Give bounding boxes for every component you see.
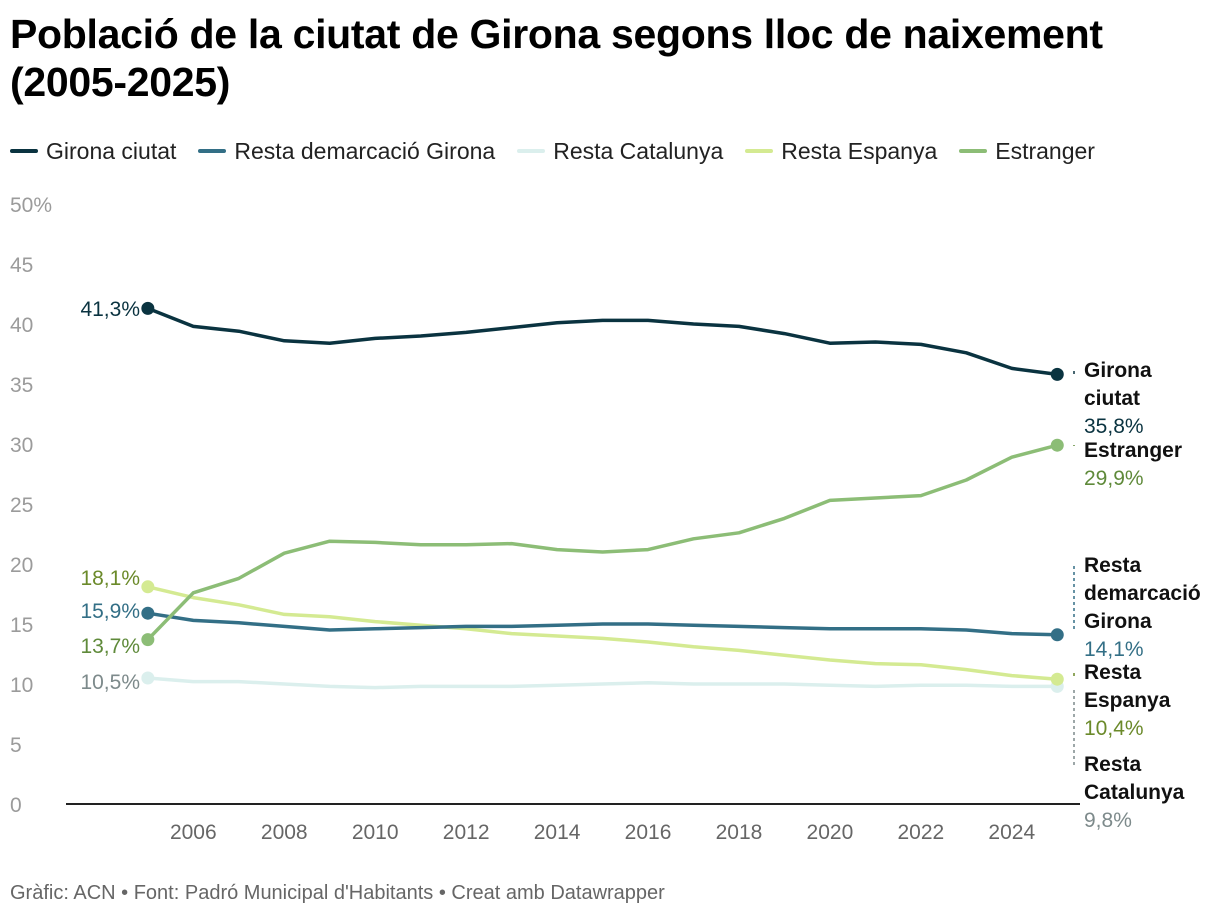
footer-tool: Creat amb Datawrapper <box>451 882 665 904</box>
end-value-label: 29,9% <box>1084 467 1144 490</box>
y-tick-label: 20 <box>10 554 33 577</box>
series-start-point <box>141 606 155 620</box>
end-series-name: demarcació <box>1084 582 1201 605</box>
legend-label: Estranger <box>995 137 1095 164</box>
legend-label: Resta demarcació Girona <box>234 137 496 164</box>
y-tick-label: 15 <box>10 614 33 637</box>
end-value-label: 9,8% <box>1084 809 1132 832</box>
x-tick-label: 2022 <box>897 821 944 844</box>
end-series-name: Estranger <box>1084 439 1182 462</box>
y-tick-label: 40 <box>10 314 33 337</box>
x-tick-label: 2010 <box>352 821 399 844</box>
start-value-label: 18,1% <box>80 567 140 590</box>
series-start-point <box>141 671 155 685</box>
legend-item-resta-catalunya: Resta Catalunya <box>517 138 723 165</box>
y-tick-label: 50% <box>10 194 52 217</box>
y-tick-label: 35 <box>10 374 33 397</box>
legend-swatch <box>198 149 227 153</box>
legend-item-estranger: Estranger <box>959 138 1095 165</box>
end-series-name: Resta <box>1084 661 1142 684</box>
legend-swatch <box>10 149 38 153</box>
series-end-point <box>1050 438 1064 452</box>
x-tick-label: 2006 <box>170 821 217 844</box>
end-series-name: Girona <box>1084 610 1152 633</box>
legend: Girona ciutat Resta demarcació Girona Re… <box>10 134 1117 168</box>
x-tick-label: 2012 <box>443 821 490 844</box>
start-value-label: 13,7% <box>80 635 140 658</box>
footer-credit: Gràfic: ACN <box>10 882 116 904</box>
legend-item-resta-espanya: Resta Espanya <box>745 138 937 165</box>
series-end-point <box>1050 628 1064 642</box>
footer-source: Font: Padró Municipal d'Habitants <box>133 882 434 904</box>
series-start-point <box>141 633 155 647</box>
y-tick-label: 30 <box>10 434 33 457</box>
x-tick-label: 2014 <box>534 821 581 844</box>
x-tick-label: 2008 <box>261 821 308 844</box>
legend-swatch <box>517 149 546 153</box>
footer-separator: • <box>438 882 446 904</box>
y-tick-label: 10 <box>10 674 33 697</box>
end-value-label: 10,4% <box>1084 717 1144 740</box>
line-chart: 0 5 10 15 20 25 30 35 40 45 50% 2006 2008 2010 2012 201… <box>10 194 1201 844</box>
start-value-label: 15,9% <box>80 600 140 623</box>
x-tick-label: 2016 <box>625 821 672 844</box>
chart-title: Població de la ciutat de Girona segons l… <box>10 11 1103 105</box>
y-tick-label: 25 <box>10 494 33 517</box>
footer: Gràfic: ACN • Font: Padró Municipal d'Ha… <box>10 882 665 905</box>
series-line <box>146 585 1060 681</box>
y-tick-label: 5 <box>10 734 22 757</box>
series-end-point <box>1050 367 1064 381</box>
end-value-label: 35,8% <box>1084 415 1144 438</box>
legend-item-girona-ciutat: Girona ciutat <box>10 138 176 165</box>
legend-swatch <box>959 149 988 153</box>
x-tick-label: 2020 <box>807 821 854 844</box>
x-tick-label: 2024 <box>988 821 1035 844</box>
legend-swatch <box>745 149 774 153</box>
end-series-name: Resta <box>1084 554 1142 577</box>
end-series-name: Girona <box>1084 359 1152 382</box>
start-value-label: 41,3% <box>80 298 140 321</box>
series-line <box>146 306 1060 377</box>
series-start-point <box>141 580 155 594</box>
end-series-name: Resta <box>1084 753 1142 776</box>
end-series-name: ciutat <box>1084 387 1140 410</box>
series-start-point <box>141 301 155 315</box>
legend-item-resta-demarcacio: Resta demarcació Girona <box>198 138 495 165</box>
legend-label: Resta Catalunya <box>553 137 724 164</box>
end-series-name: Espanya <box>1084 689 1171 712</box>
end-value-label: 14,1% <box>1084 638 1144 661</box>
series-line <box>146 443 1060 642</box>
y-tick-label: 0 <box>10 794 22 817</box>
footer-separator: • <box>121 882 129 904</box>
series-line <box>146 676 1060 690</box>
legend-label: Girona ciutat <box>46 137 177 164</box>
series-end-point <box>1050 672 1064 686</box>
legend-label: Resta Espanya <box>781 137 938 164</box>
y-tick-label: 45 <box>10 254 33 277</box>
end-series-name: Catalunya <box>1084 781 1185 804</box>
x-tick-label: 2018 <box>716 821 763 844</box>
series-line <box>146 611 1060 637</box>
start-value-label: 10,5% <box>80 671 140 694</box>
